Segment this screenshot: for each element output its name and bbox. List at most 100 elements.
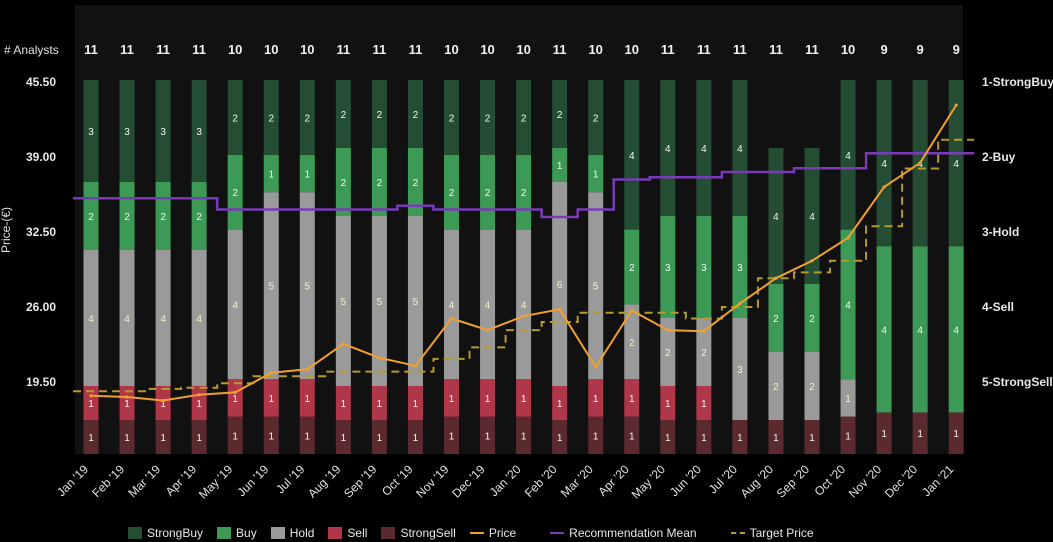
buy-segment — [696, 216, 712, 318]
x-tick-label: Apr '19 — [163, 462, 200, 499]
segment-value-label: 2 — [377, 178, 383, 189]
segment-value-label: 1 — [268, 394, 274, 405]
x-tick-label: Jan '19 — [54, 462, 91, 499]
segment-value-label: 4 — [845, 300, 851, 311]
segment-value-label: 1 — [341, 433, 347, 444]
strongsell-segment — [299, 416, 315, 454]
legend-sell[interactable]: Sell — [328, 526, 367, 540]
segment-value-label: 1 — [377, 433, 383, 444]
price-point — [125, 395, 129, 399]
segment-value-label: 1 — [268, 431, 274, 442]
price-point — [305, 367, 309, 371]
legend-rec-mean[interactable]: Recommendation Mean — [550, 526, 697, 540]
strongsell-segment — [155, 420, 171, 454]
segment-value-label: 1 — [629, 394, 635, 405]
segment-value-label: 1 — [449, 394, 455, 405]
segment-value-label: 3 — [701, 263, 707, 274]
segment-value-label: 2 — [629, 338, 635, 349]
segment-value-label: 4 — [953, 325, 959, 336]
buy-segment — [912, 246, 928, 413]
segment-value-label: 5 — [593, 282, 599, 293]
legend-price-label: Price — [488, 526, 517, 540]
price-point — [666, 328, 670, 332]
segment-value-label: 2 — [449, 188, 455, 199]
buy-segment — [299, 154, 315, 193]
sell-segment — [696, 386, 712, 420]
strongsell-swatch — [381, 527, 396, 539]
segment-value-label: 5 — [341, 297, 347, 308]
segment-value-label: 5 — [268, 282, 274, 293]
buy-segment — [660, 216, 676, 318]
segment-value-label: 2 — [232, 188, 238, 199]
legend-target[interactable]: Target Price — [730, 526, 814, 540]
x-tick-label: Feb '19 — [89, 462, 127, 500]
segment-value-label: 2 — [268, 113, 274, 124]
x-tick-label: Jun '20 — [667, 462, 704, 499]
segment-value-label: 4 — [917, 159, 923, 170]
segment-value-label: 1 — [665, 399, 671, 410]
hold-segment — [840, 379, 856, 417]
segment-value-label: 4 — [232, 300, 238, 311]
analyst-count: 10 — [300, 42, 314, 57]
x-tick-label: Jan '20 — [487, 462, 524, 499]
strongsell-segment — [732, 420, 748, 454]
price-point — [774, 276, 778, 280]
strongsell-segment — [480, 416, 496, 454]
segment-value-label: 4 — [124, 314, 130, 325]
hold-segment — [407, 216, 423, 386]
strongsell-segment — [876, 412, 892, 454]
analyst-count: 11 — [733, 42, 747, 57]
strongsell-segment — [840, 416, 856, 454]
segment-value-label: 1 — [557, 161, 563, 172]
segment-value-label: 1 — [701, 399, 707, 410]
strongsell-segment — [660, 420, 676, 454]
segment-value-label: 1 — [232, 431, 238, 442]
hold-segment — [155, 250, 171, 386]
legend-sell-label: Sell — [347, 526, 368, 540]
legend-hold[interactable]: Hold — [270, 526, 314, 540]
analyst-count: 10 — [264, 42, 278, 57]
buy-segment — [588, 154, 604, 193]
segment-value-label: 1 — [845, 394, 851, 405]
price-point — [882, 185, 886, 189]
strongbuy-segment — [227, 80, 243, 155]
segment-value-label: 1 — [485, 394, 491, 405]
analyst-count: 11 — [553, 42, 567, 57]
segment-value-label: 1 — [196, 433, 202, 444]
strongbuy-segment — [371, 80, 387, 148]
sell-segment — [263, 379, 279, 417]
y-tick-label: 26.00 — [26, 300, 56, 314]
legend-strongbuy[interactable]: StrongBuy — [128, 526, 203, 540]
segment-value-label: 2 — [773, 382, 779, 393]
strongbuy-segment — [732, 80, 748, 216]
buy-segment — [335, 148, 351, 216]
y-tick-label: 32.50 — [26, 225, 56, 239]
legend-strongbuy-label: StrongBuy — [147, 526, 204, 540]
segment-value-label: 4 — [485, 300, 491, 311]
segment-value-label: 2 — [413, 110, 419, 121]
segment-value-label: 1 — [160, 433, 166, 444]
legend-rec-mean-label: Recommendation Mean — [569, 526, 697, 540]
buy-segment — [840, 229, 856, 380]
x-tick-label: May '19 — [196, 462, 236, 502]
analyst-count: 9 — [953, 42, 960, 57]
sell-segment — [119, 386, 135, 420]
price-point — [89, 394, 93, 398]
x-tick-label: Aug '19 — [305, 462, 344, 501]
price-point — [918, 161, 922, 165]
segment-value-label: 4 — [701, 144, 707, 155]
sell-segment — [335, 386, 351, 420]
segment-value-label: 1 — [341, 399, 347, 410]
hold-segment — [768, 352, 784, 420]
segment-value-label: 1 — [629, 431, 635, 442]
buy-segment — [768, 284, 784, 352]
legend-buy[interactable]: Buy — [217, 526, 257, 540]
strongbuy-segment — [552, 80, 568, 148]
legend-strongsell[interactable]: StrongSell — [381, 526, 456, 540]
sell-segment — [552, 386, 568, 420]
price-point — [269, 371, 273, 375]
price-swatch — [469, 532, 484, 534]
legend-price[interactable]: Price — [469, 526, 517, 540]
rec-mean-swatch — [550, 532, 565, 534]
price-point — [954, 103, 958, 107]
